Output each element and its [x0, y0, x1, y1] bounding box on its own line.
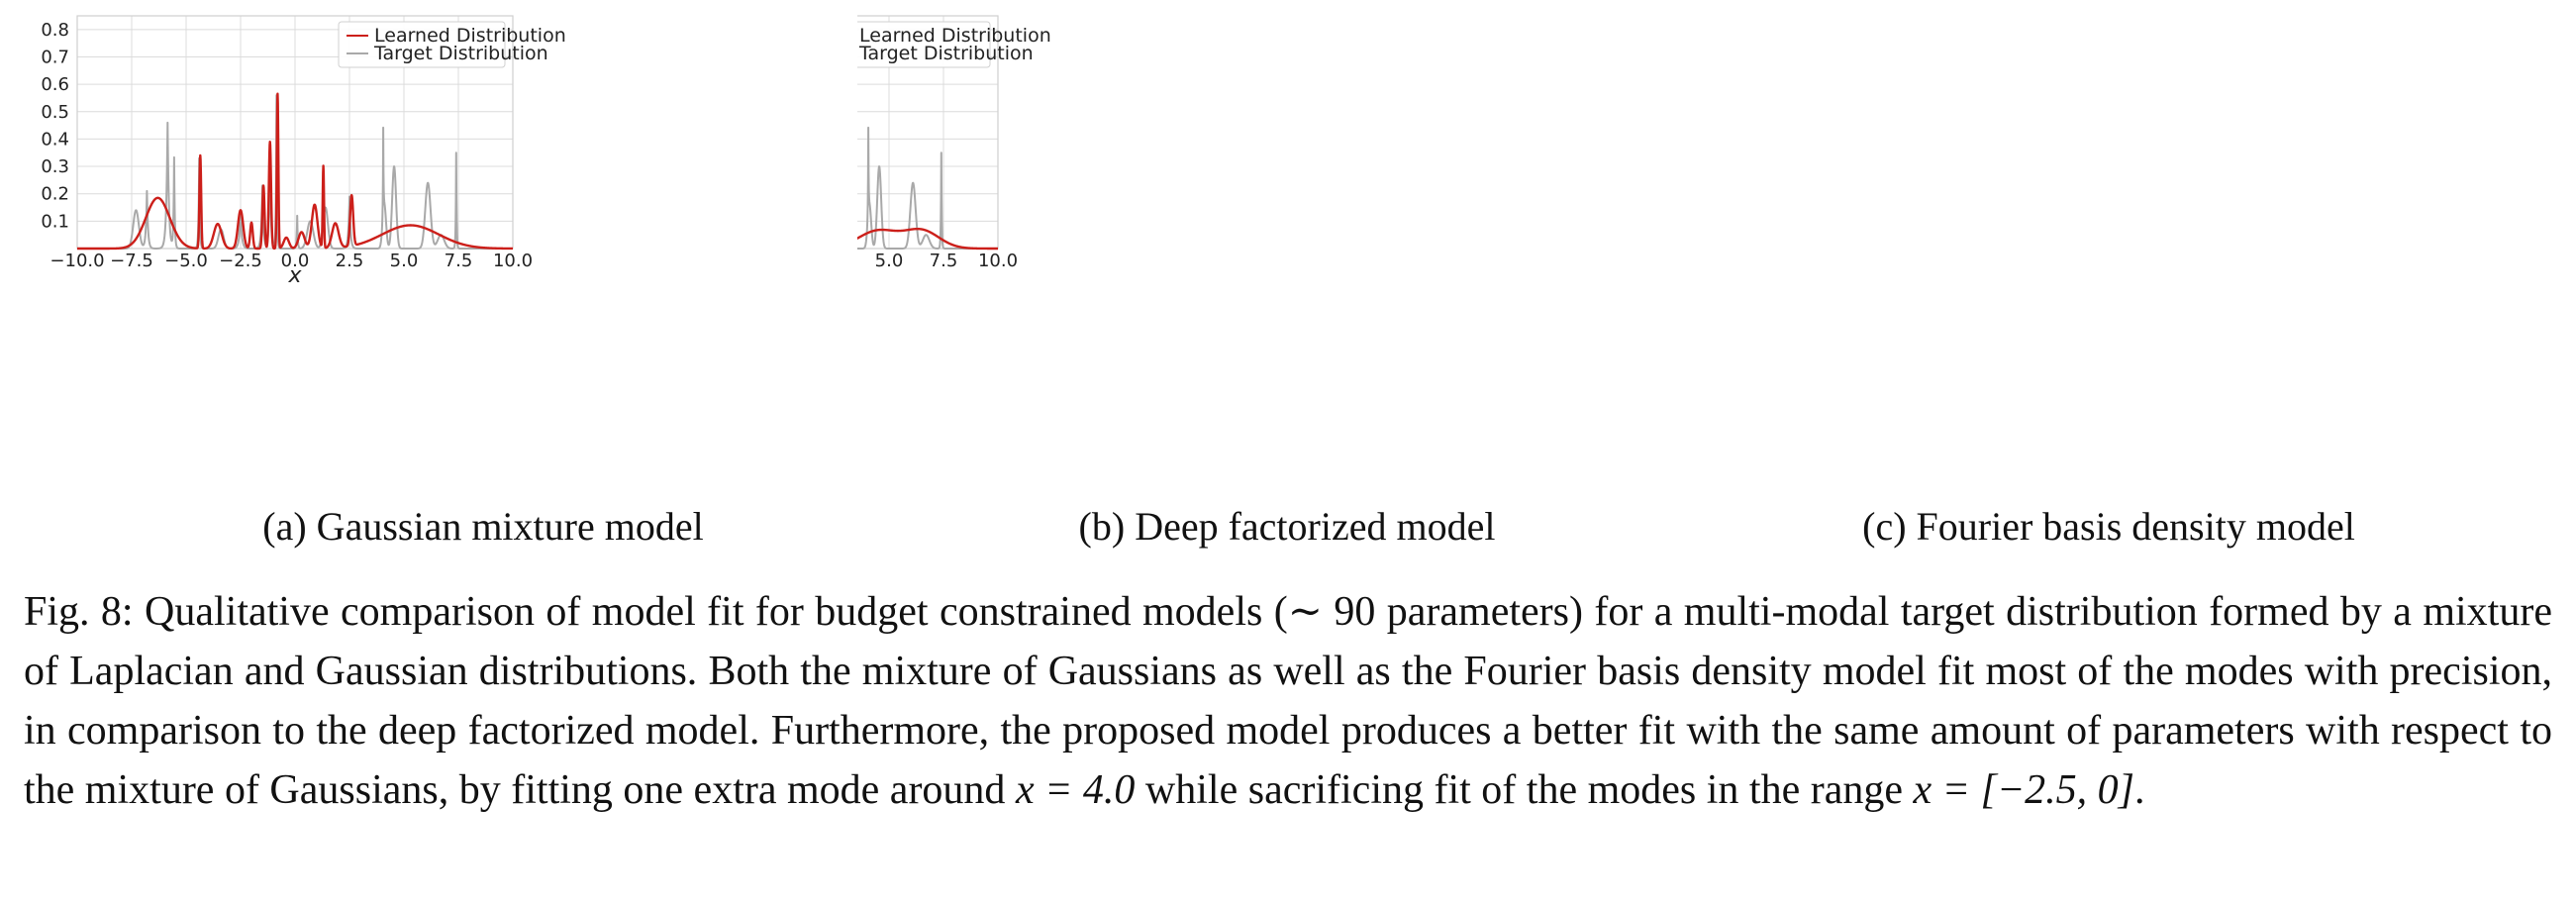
chart-deep-factorized: −10.0−7.5−5.0−2.50.02.55.07.510.00.10.20…: [857, 15, 1051, 271]
plot-frame: [857, 15, 999, 250]
panel-c: −10.0−7.5−5.0−2.50.02.55.07.510.00.20.40…: [1715, 0, 2576, 495]
x-axis-label: x: [287, 263, 302, 288]
learned-distribution-line: [857, 227, 999, 251]
x-tick-label: 7.5: [445, 251, 473, 271]
x-tick-label: −2.5: [219, 251, 262, 271]
caption-text-3: while sacrificing fit of the modes in th…: [1135, 767, 1914, 813]
subcaption-a: (a) Gaussian mixture model: [262, 504, 704, 549]
y-tick-label: 0.3: [41, 156, 69, 177]
subcaption-c: (c) Fourier basis density model: [1862, 504, 2355, 549]
learned-distribution-line: [76, 92, 514, 251]
target-distribution-line: [857, 126, 999, 250]
x-tick-label: 0.0: [281, 251, 310, 271]
panel-a: −10.0 −7.5 −5.0 −2.5 0.0 2.5 5.0 7.5 10.0 0.1 0.2 0…: [0, 0, 857, 495]
x-tick-label: 7.5: [930, 251, 958, 271]
legend-label: Target Distribution: [373, 43, 548, 64]
y-tick-label: 0.4: [41, 129, 69, 150]
legend-label: Learned Distribution: [374, 25, 566, 47]
caption-label: Fig. 8:: [24, 589, 134, 635]
y-tick-label: 0.2: [41, 184, 69, 205]
y-tick-label: 0.5: [41, 102, 69, 123]
x-tick-label: 5.0: [390, 251, 419, 271]
x-tick-label: −10.0: [50, 251, 104, 271]
legend-box: [338, 21, 506, 68]
y-tick-label: 0.7: [41, 47, 69, 67]
caption-text-2: parameters) for a multi-modal target dis…: [24, 589, 2552, 813]
x-tick-label: 5.0: [875, 251, 904, 271]
x-tick-label: 10.0: [493, 251, 533, 271]
x-tick-label: 2.5: [336, 251, 364, 271]
x-tick-label: −5.0: [164, 251, 208, 271]
legend-box: [857, 21, 991, 68]
subcaption-b: (b) Deep factorized model: [1078, 504, 1496, 549]
legend-label: Learned Distribution: [859, 25, 1051, 47]
caption-tilde: ∼ 90: [1287, 589, 1376, 635]
caption-math-1: x = 4.0: [1015, 767, 1136, 813]
x-tick-label: −7.5: [110, 251, 153, 271]
chart-gaussian-mixture: −10.0 −7.5 −5.0 −2.5 0.0 2.5 5.0 7.5 10.0 0.1 0.2 0…: [41, 15, 566, 288]
figure-caption: Fig. 8: Qualitative comparison of model …: [24, 582, 2552, 820]
caption-math-2: x = [−2.5, 0]: [1913, 767, 2135, 813]
panel-b: −10.0−7.5−5.0−2.50.02.55.07.510.00.10.20…: [857, 0, 1715, 495]
legend-label: Target Distribution: [858, 43, 1034, 64]
y-tick-label: 0.6: [41, 74, 69, 95]
caption-text-4: .: [2134, 767, 2145, 813]
chart-fourier-basis: −10.0−7.5−5.0−2.50.02.55.07.510.00.20.40…: [1715, 0, 2576, 495]
y-tick-label: 0.8: [41, 20, 69, 41]
caption-text-1: Qualitative comparison of model fit for …: [133, 589, 1288, 635]
x-tick-label: 10.0: [978, 251, 1018, 271]
y-tick-label: 0.1: [41, 211, 69, 232]
